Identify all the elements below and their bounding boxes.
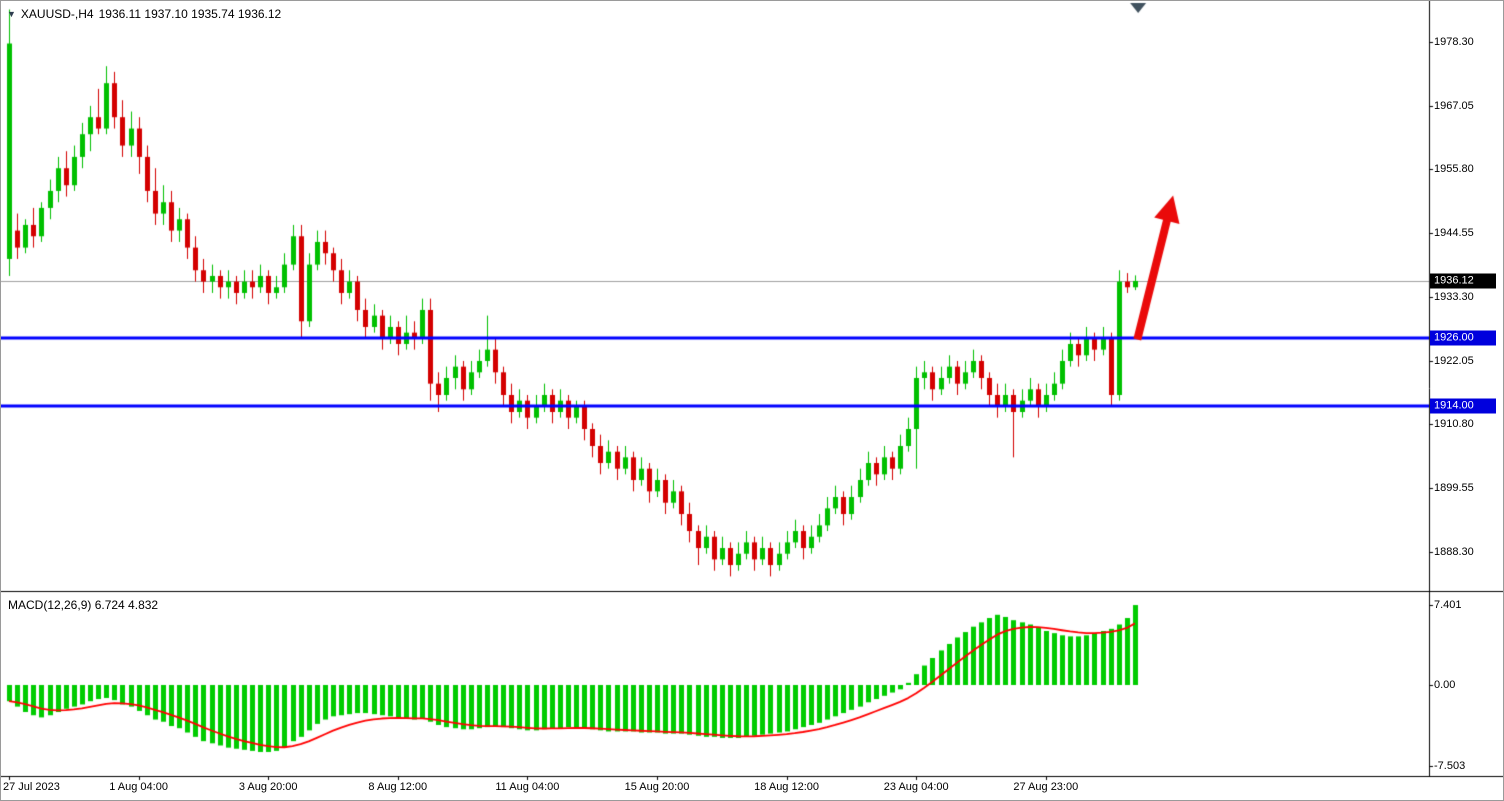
symbol-title: XAUUSD-,H4	[20, 7, 94, 21]
time-axis-label: 18 Aug 12:00	[754, 781, 820, 793]
time-axis-label: 23 Aug 04:00	[883, 781, 949, 793]
macd-tick-label: 0.00	[1434, 679, 1456, 691]
time-axis-label: 15 Aug 20:00	[624, 781, 690, 793]
price-tick-label: 1910.80	[1434, 418, 1474, 431]
symbol-ohlc-values: 1936.11 1937.10 1935.74 1936.12	[98, 7, 282, 21]
time-axis-label: 3 Aug 20:00	[238, 781, 298, 793]
time-axis-label: 1 Aug 04:00	[109, 781, 168, 793]
time-axis-label: 8 Aug 12:00	[368, 781, 428, 793]
price-tick-label: 1955.80	[1434, 163, 1474, 176]
price-tick-label: 1967.05	[1434, 99, 1474, 112]
symbol-header: ▼ XAUUSD-,H4 1936.11 1937.10 1935.74 193…	[7, 7, 281, 21]
indicator-label: MACD(12,26,9) 6.724 4.832	[8, 598, 159, 612]
time-axis-label: 27 Jul 2023	[3, 781, 60, 793]
price-tick-label: 1978.30	[1434, 35, 1474, 48]
macd-tick-label: -7.503	[1434, 760, 1466, 773]
price-tick-label: 1899.55	[1434, 482, 1474, 495]
macd-tick-label: 7.401	[1434, 599, 1462, 612]
price-tick-label: 1922.05	[1434, 354, 1474, 367]
price-tick-label: 1944.55	[1434, 227, 1474, 240]
time-axis-label: 11 Aug 04:00	[495, 781, 560, 793]
price-tick-label: 1888.30	[1434, 546, 1474, 559]
time-axis-label: 27 Aug 23:00	[1013, 781, 1079, 793]
level-price-box[interactable]: 1914.00	[1430, 398, 1496, 414]
price-tick-label: 1933.30	[1434, 290, 1474, 303]
current-price-box: 1936.12	[1430, 273, 1496, 289]
level-price-box[interactable]: 1926.00	[1430, 330, 1496, 346]
symbol-marker-icon: ▼	[7, 8, 16, 19]
